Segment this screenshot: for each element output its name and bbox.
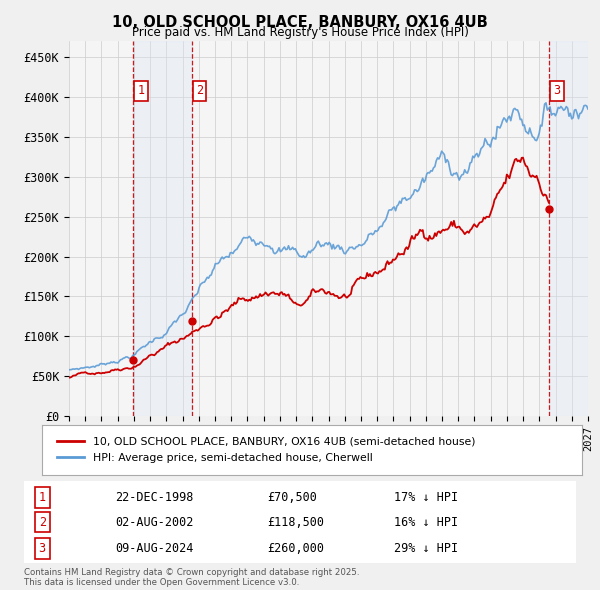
Legend: 10, OLD SCHOOL PLACE, BANBURY, OX16 4UB (semi-detached house), HPI: Average pric: 10, OLD SCHOOL PLACE, BANBURY, OX16 4UB … — [53, 432, 480, 467]
Bar — [133, 41, 192, 416]
Text: 09-AUG-2024: 09-AUG-2024 — [115, 542, 193, 555]
Text: 02-AUG-2002: 02-AUG-2002 — [115, 516, 193, 529]
Text: 2: 2 — [196, 84, 203, 97]
Text: 17% ↓ HPI: 17% ↓ HPI — [394, 491, 458, 504]
Text: 29% ↓ HPI: 29% ↓ HPI — [394, 542, 458, 555]
Text: Contains HM Land Registry data © Crown copyright and database right 2025.
This d: Contains HM Land Registry data © Crown c… — [24, 568, 359, 587]
Text: 1: 1 — [137, 84, 145, 97]
Text: £118,500: £118,500 — [267, 516, 324, 529]
Text: 22-DEC-1998: 22-DEC-1998 — [115, 491, 193, 504]
Bar — [549, 41, 588, 416]
Text: 3: 3 — [38, 542, 46, 555]
Text: 1: 1 — [38, 491, 46, 504]
Text: 10, OLD SCHOOL PLACE, BANBURY, OX16 4UB: 10, OLD SCHOOL PLACE, BANBURY, OX16 4UB — [112, 15, 488, 30]
Text: £70,500: £70,500 — [267, 491, 317, 504]
Text: 16% ↓ HPI: 16% ↓ HPI — [394, 516, 458, 529]
Text: 2: 2 — [38, 516, 46, 529]
Text: 3: 3 — [553, 84, 560, 97]
Text: Price paid vs. HM Land Registry's House Price Index (HPI): Price paid vs. HM Land Registry's House … — [131, 26, 469, 39]
Text: £260,000: £260,000 — [267, 542, 324, 555]
